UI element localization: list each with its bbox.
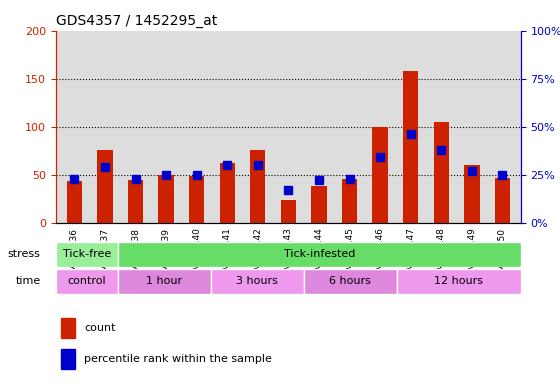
Bar xyxy=(189,176,204,223)
Bar xyxy=(403,71,418,223)
FancyBboxPatch shape xyxy=(56,242,118,267)
Text: percentile rank within the sample: percentile rank within the sample xyxy=(84,354,272,364)
FancyBboxPatch shape xyxy=(118,242,521,267)
Bar xyxy=(495,178,510,223)
FancyBboxPatch shape xyxy=(118,269,211,294)
Bar xyxy=(60,318,74,338)
FancyBboxPatch shape xyxy=(56,269,118,294)
Bar xyxy=(281,200,296,223)
Text: Tick-infested: Tick-infested xyxy=(284,249,355,260)
Text: count: count xyxy=(84,323,115,333)
Text: 6 hours: 6 hours xyxy=(329,276,371,286)
Bar xyxy=(372,127,388,223)
Text: 12 hours: 12 hours xyxy=(435,276,483,286)
FancyBboxPatch shape xyxy=(211,269,304,294)
Text: GDS4357 / 1452295_at: GDS4357 / 1452295_at xyxy=(56,14,217,28)
Bar xyxy=(67,182,82,223)
Bar xyxy=(311,186,326,223)
Bar xyxy=(220,163,235,223)
Bar xyxy=(60,349,74,369)
Text: Tick-free: Tick-free xyxy=(63,249,111,260)
Bar xyxy=(464,165,479,223)
Bar xyxy=(97,150,113,223)
Text: 3 hours: 3 hours xyxy=(236,276,278,286)
Text: 1 hour: 1 hour xyxy=(146,276,183,286)
Bar xyxy=(128,180,143,223)
Text: time: time xyxy=(15,276,40,286)
Bar xyxy=(342,179,357,223)
Bar xyxy=(158,175,174,223)
Text: control: control xyxy=(68,276,106,286)
Text: stress: stress xyxy=(8,249,40,260)
Bar xyxy=(433,122,449,223)
FancyBboxPatch shape xyxy=(397,269,521,294)
Bar xyxy=(250,150,265,223)
FancyBboxPatch shape xyxy=(304,269,397,294)
